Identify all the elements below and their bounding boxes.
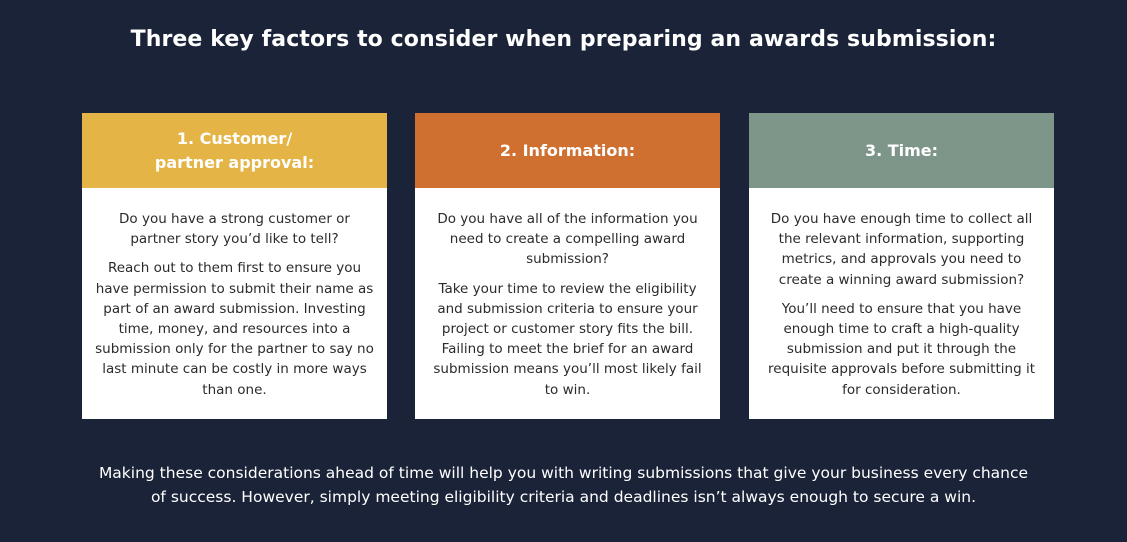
page-title: Three key factors to consider when prepa…	[130, 27, 997, 52]
footer-note: Making these considerations ahead of tim…	[98, 464, 1029, 506]
card-customer-approval: 1. Customer/ partner approval: Do you ha…	[82, 113, 387, 419]
card-question: Do you have enough time to collect all t…	[770, 211, 1033, 288]
card-detail: Take your time to review the eligibility…	[433, 280, 702, 398]
card-detail: Reach out to them first to ensure you ha…	[95, 260, 374, 398]
card-body: Do you have enough time to collect all t…	[749, 188, 1054, 400]
card-heading: 2. Information:	[415, 113, 720, 188]
card-question: Do you have all of the information you n…	[437, 211, 698, 268]
card-heading: 3. Time:	[749, 113, 1054, 188]
card-detail: You’ll need to ensure that you have enou…	[768, 300, 1035, 398]
card-time: 3. Time: Do you have enough time to coll…	[749, 113, 1054, 419]
card-information: 2. Information: Do you have all of the i…	[415, 113, 720, 419]
card-question: Do you have a strong customer or partner…	[119, 211, 350, 248]
card-heading: 1. Customer/ partner approval:	[82, 113, 387, 188]
card-body: Do you have a strong customer or partner…	[82, 188, 387, 400]
card-body: Do you have all of the information you n…	[415, 188, 720, 400]
